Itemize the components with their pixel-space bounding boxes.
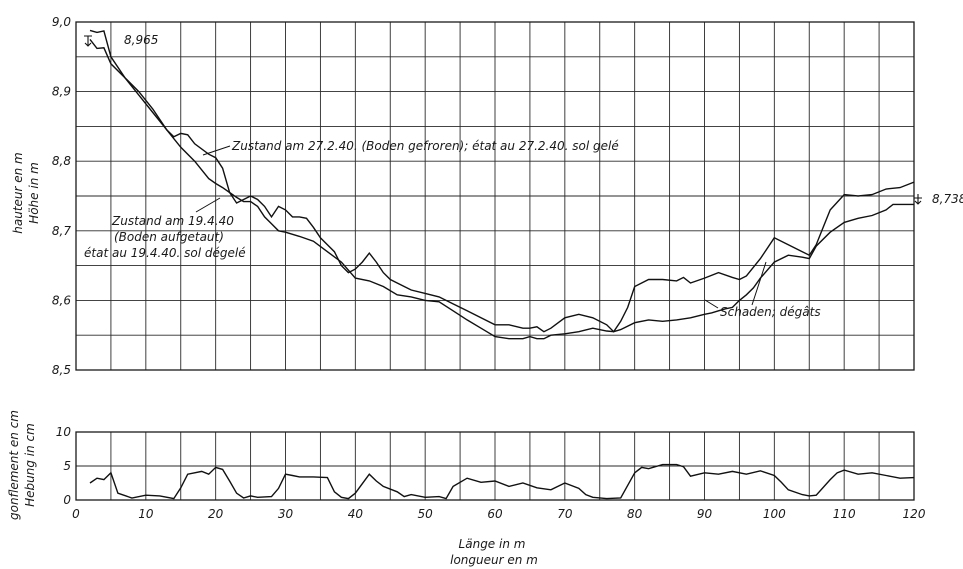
top-y-tick-label: 8,9 xyxy=(52,85,71,99)
elevation-series xyxy=(89,29,915,340)
thawed-leader-line xyxy=(195,197,221,213)
bottom-ylabel-fr: gonflement en cm xyxy=(7,410,21,520)
thawed-state-label-3: état au 19.4.40. sol dégelé xyxy=(84,246,246,260)
top-y-tick-label: 8,5 xyxy=(52,363,71,377)
heave-frame xyxy=(75,431,915,501)
elevation-frame xyxy=(75,21,915,371)
x-tick-label: 50 xyxy=(418,507,434,521)
start-value-label: 8,965 xyxy=(124,33,158,47)
top-ylabel-fr: hauteur en m xyxy=(11,152,25,234)
end-marker-arrow-icon xyxy=(914,194,922,205)
tick-labels: 0 10 20 30 40 50 60 70 80 90 100 110 1208,58,68,78,8… xyxy=(52,15,926,521)
x-tick-label: 120 xyxy=(903,507,926,521)
elevation-grid xyxy=(75,21,915,371)
top-y-tick-label: 8,8 xyxy=(52,154,71,168)
heave-series xyxy=(89,463,915,500)
start-marker-arrow-icon xyxy=(84,35,92,47)
x-tick-label: 60 xyxy=(487,507,503,521)
x-tick-label: 80 xyxy=(627,507,643,521)
x-tick-label: 40 xyxy=(348,507,364,521)
x-tick-label: 70 xyxy=(557,507,573,521)
top-y-tick-label: 8,6 xyxy=(52,293,71,307)
x-tick-label: 90 xyxy=(697,507,713,521)
heave-grid xyxy=(75,431,915,501)
frozen-profile-line xyxy=(89,29,915,333)
bottom-y-tick-label: 0 xyxy=(63,493,71,507)
x-tick-label: 30 xyxy=(278,507,294,521)
bottom-ylabel-de: Hebung in cm xyxy=(23,423,37,507)
xlabel-fr: longueur en m xyxy=(450,553,538,567)
x-tick-label: 20 xyxy=(208,507,224,521)
thawed-state-label-1: Zustand am 19.4.40 xyxy=(111,214,234,228)
end-value-label: 8,738 xyxy=(932,192,963,206)
xlabel-de: Länge in m xyxy=(459,537,526,551)
top-y-tick-label: 9,0 xyxy=(52,15,71,29)
x-tick-label: 10 xyxy=(138,507,154,521)
top-ylabel-de: Höhe in m xyxy=(27,162,41,224)
heave-line xyxy=(89,463,915,500)
bottom-y-tick-label: 5 xyxy=(63,459,71,473)
damage-leader-lines xyxy=(704,261,767,309)
x-tick-label: 0 xyxy=(72,507,80,521)
bottom-y-tick-label: 10 xyxy=(56,425,72,439)
frozen-leader-line xyxy=(202,145,231,156)
thawed-state-label-2: (Boden aufgetaut) xyxy=(114,230,224,244)
damage-label: Schaden; dégâts xyxy=(720,305,821,319)
x-tick-label: 100 xyxy=(763,507,786,521)
thawed-profile-line xyxy=(89,38,914,340)
top-y-tick-label: 8,7 xyxy=(52,224,71,238)
x-tick-label: 110 xyxy=(833,507,856,521)
frozen-state-label: Zustand am 27.2.40. (Boden gefroren); ét… xyxy=(231,139,619,153)
